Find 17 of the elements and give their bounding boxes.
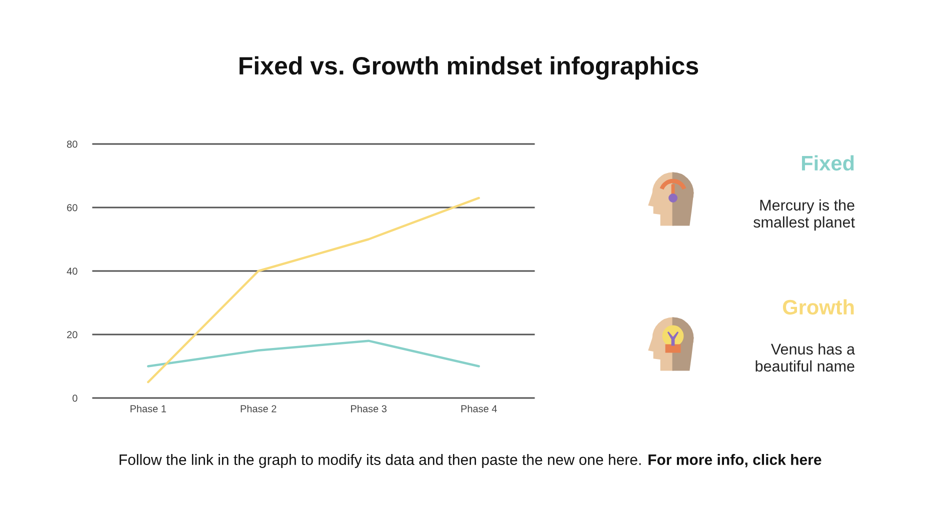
x-tick-label: Phase 4 [461,404,497,412]
text: Growth [782,299,854,315]
text: Venus has a beautiful name [756,343,856,372]
y-tick-label: 20 [67,331,78,338]
text: Follow the link in the graph to modify its data and then paste the new one here. [120,454,641,468]
text: Mercury is the smallest planet [754,199,855,231]
x-tick-label: Phase 3 [351,404,387,412]
y-tick-label: 80 [67,140,78,148]
y-tick-label: 0 [72,394,78,402]
text: For more info, click here [648,454,822,468]
y-tick-label: 40 [66,268,78,275]
x-tick-label: Phase 2 [240,404,276,412]
x-tick-label: Phase 1 [130,404,166,412]
text: Fixed [802,155,854,171]
y-tick-label: 60 [67,204,78,212]
line-series [147,196,480,384]
chart-title: Fixed vs. Growth mindset infographics [240,56,698,80]
